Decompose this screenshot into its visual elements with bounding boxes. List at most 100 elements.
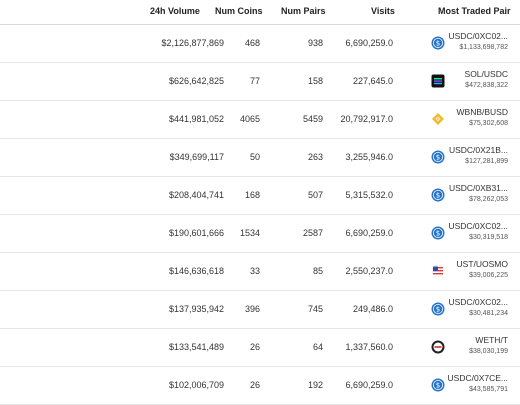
table-row[interactable]: $133,541,489 26 64 1,337,560.0 WETH/T $3… xyxy=(0,328,520,367)
pair-name[interactable]: USDC/0XC02... xyxy=(448,31,508,41)
table-row[interactable]: $2,126,877,869 468 938 6,690,259.0 $ USD… xyxy=(0,24,520,63)
svg-text:$: $ xyxy=(436,230,440,238)
visits-cell: 6,690,259.0 xyxy=(345,38,393,48)
visits-cell: 1,337,560.0 xyxy=(345,342,393,352)
visits-cell: 2,550,237.0 xyxy=(345,266,393,276)
num-pairs-cell: 263 xyxy=(307,152,323,162)
svg-text:$: $ xyxy=(436,382,440,390)
num-pairs-cell: 192 xyxy=(307,380,323,390)
pair-name[interactable]: SOL/USDC xyxy=(464,69,508,79)
visits-cell: 6,690,259.0 xyxy=(345,228,393,238)
pair-name[interactable]: USDC/0XC02... xyxy=(448,221,508,231)
pair-name[interactable]: USDC/0XC02... xyxy=(448,297,508,307)
volume-cell: $146,636,618 xyxy=(168,266,224,276)
pair-volume: $38,030,199 xyxy=(469,348,508,355)
usdc-icon: $ xyxy=(431,378,445,392)
most-traded-pair[interactable]: WBNB/BUSD $75,302,608 xyxy=(433,107,508,129)
pair-volume: $472,838,322 xyxy=(465,82,508,89)
table-row[interactable]: $146,636,618 33 85 2,550,237.0 UST/UOSMO… xyxy=(0,252,520,291)
pair-volume: $78,262,053 xyxy=(469,196,508,203)
usdc-icon: $ xyxy=(431,226,445,240)
num-coins-cell: 26 xyxy=(249,342,260,352)
table-row[interactable]: $441,981,052 4065 5459 20,792,917.0 WBNB… xyxy=(0,100,520,139)
svg-text:$: $ xyxy=(436,154,440,162)
weth-icon xyxy=(431,340,445,354)
visits-cell: 3,255,946.0 xyxy=(345,152,393,162)
most-traded-pair[interactable]: WETH/T $38,030,199 xyxy=(433,335,508,357)
pair-volume: $43,585,791 xyxy=(469,386,508,393)
usdc-icon: $ xyxy=(431,36,445,50)
usdc-icon: $ xyxy=(431,188,445,202)
ust-icon xyxy=(431,264,445,278)
num-coins-cell: 4065 xyxy=(239,114,260,124)
usdc-icon: $ xyxy=(431,302,445,316)
pair-volume: $30,481,234 xyxy=(469,310,508,317)
volume-cell: $441,981,052 xyxy=(168,114,224,124)
most-traded-pair[interactable]: USDC/0XC02... $30,481,234 xyxy=(433,297,508,319)
num-pairs-cell: 507 xyxy=(307,190,323,200)
most-traded-pair[interactable]: USDC/0XC02... $30,319,518 xyxy=(433,221,508,243)
num-coins-cell: 50 xyxy=(249,152,260,162)
num-coins-cell: 168 xyxy=(244,190,260,200)
volume-cell: $2,126,877,869 xyxy=(161,38,224,48)
num-coins-cell: 33 xyxy=(249,266,260,276)
pair-name[interactable]: WBNB/BUSD xyxy=(456,107,508,117)
volume-cell: $137,935,942 xyxy=(168,304,224,314)
volume-cell: $626,642,825 xyxy=(168,76,224,86)
volume-cell: $133,541,489 xyxy=(168,342,224,352)
volume-cell: $208,404,741 xyxy=(168,190,224,200)
pair-name[interactable]: USDC/0X7CE... xyxy=(447,373,508,383)
table-row[interactable]: $208,404,741 168 507 5,315,532.0 $ USDC/… xyxy=(0,176,520,215)
most-traded-pair[interactable]: USDC/0X7CE... $43,585,791 xyxy=(433,373,508,395)
svg-text:$: $ xyxy=(436,40,440,48)
table-row[interactable]: $190,601,666 1534 2587 6,690,259.0 $ USD… xyxy=(0,214,520,253)
pair-name[interactable]: USDC/0X21B... xyxy=(448,145,508,155)
most-traded-pair[interactable]: USDC/0XB31... $78,262,053 xyxy=(433,183,508,205)
most-traded-pair[interactable]: USDC/0XC02... $1,133,698,782 xyxy=(433,31,508,53)
volume-cell: $349,699,117 xyxy=(169,152,224,162)
pair-name[interactable]: WETH/T xyxy=(475,335,508,345)
volume-cell: $190,601,666 xyxy=(168,228,224,238)
svg-text:$: $ xyxy=(436,192,440,200)
solana-icon xyxy=(431,74,445,88)
column-header-num-coins[interactable]: Num Coins xyxy=(215,6,263,16)
pair-name[interactable]: UST/UOSMO xyxy=(456,259,508,269)
visits-cell: 20,792,917.0 xyxy=(340,114,393,124)
bnb-icon xyxy=(432,113,444,125)
usdc-icon: $ xyxy=(431,150,445,164)
num-pairs-cell: 158 xyxy=(307,76,323,86)
table-header: 24h Volume Num Coins Num Pairs Visits Mo… xyxy=(0,0,520,25)
pair-volume: $39,006,225 xyxy=(469,272,508,279)
pair-volume: $127,281,899 xyxy=(465,158,508,165)
table-row[interactable]: $102,006,709 26 192 6,690,259.0 $ USDC/0… xyxy=(0,366,520,405)
pair-name[interactable]: USDC/0XB31... xyxy=(448,183,508,193)
visits-cell: 6,690,259.0 xyxy=(345,380,393,390)
num-coins-cell: 396 xyxy=(244,304,260,314)
num-pairs-cell: 85 xyxy=(312,266,323,276)
num-pairs-cell: 5459 xyxy=(302,114,323,124)
column-header-num-pairs[interactable]: Num Pairs xyxy=(281,6,326,16)
pair-volume: $30,319,518 xyxy=(469,234,508,241)
visits-cell: 249,486.0 xyxy=(352,304,393,314)
visits-cell: 5,315,532.0 xyxy=(345,190,393,200)
most-traded-pair[interactable]: UST/UOSMO $39,006,225 xyxy=(433,259,508,281)
pair-volume: $75,302,608 xyxy=(469,120,508,127)
num-pairs-cell: 745 xyxy=(307,304,323,314)
table-row[interactable]: $349,699,117 50 263 3,255,946.0 $ USDC/0… xyxy=(0,138,520,177)
num-coins-cell: 26 xyxy=(249,380,260,390)
num-coins-cell: 468 xyxy=(244,38,260,48)
column-header-24h-volume[interactable]: 24h Volume xyxy=(150,6,200,16)
most-traded-pair[interactable]: USDC/0X21B... $127,281,899 xyxy=(433,145,508,167)
num-pairs-cell: 938 xyxy=(307,38,323,48)
num-pairs-cell: 64 xyxy=(312,342,323,352)
table-row[interactable]: $137,935,942 396 745 249,486.0 $ USDC/0X… xyxy=(0,290,520,329)
table-row[interactable]: $626,642,825 77 158 227,645.0 SOL/USDC $… xyxy=(0,62,520,101)
most-traded-pair[interactable]: SOL/USDC $472,838,322 xyxy=(433,69,508,91)
visits-cell: 227,645.0 xyxy=(352,76,393,86)
num-coins-cell: 77 xyxy=(249,76,260,86)
column-header-most-traded-pair[interactable]: Most Traded Pair xyxy=(438,6,511,16)
column-header-visits[interactable]: Visits xyxy=(371,6,395,16)
pair-volume: $1,133,698,782 xyxy=(459,44,508,51)
num-coins-cell: 1534 xyxy=(239,228,260,238)
